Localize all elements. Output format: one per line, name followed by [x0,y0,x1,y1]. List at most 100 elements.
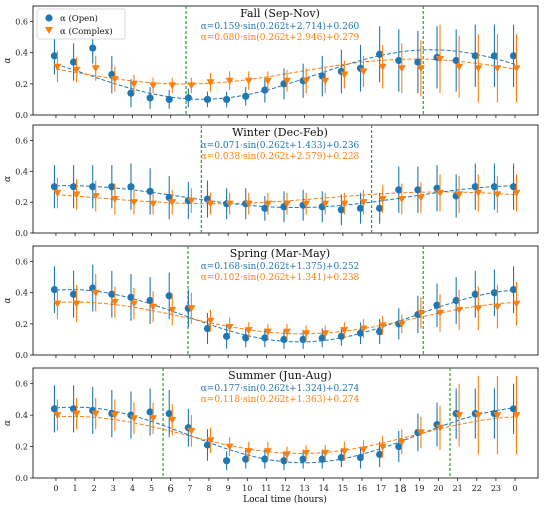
data-point-complex [378,63,387,71]
data-point-complex [72,191,81,199]
legend-label-open: α (Open) [60,13,98,24]
data-point-complex [72,410,81,418]
x-tick-label: 20 [433,484,443,493]
data-point-open [318,334,326,342]
data-point-open [280,457,288,465]
data-point-open [471,52,479,60]
x-tick-label: 13 [300,484,310,493]
y-axis-label: α [3,420,13,426]
data-point-open [203,95,212,104]
y-tick-label: 0.2 [15,443,28,452]
data-point-complex [436,55,445,63]
panel-title: Spring (Mar-May) [230,247,330,260]
data-point-complex [72,66,81,74]
legend-box [36,8,126,40]
data-point-complex [416,429,425,437]
data-point-open [490,289,499,297]
data-point-complex [397,196,406,204]
data-point-complex [359,199,368,207]
data-point-complex [168,416,177,424]
data-point-complex [474,305,483,313]
data-point-open [452,296,460,305]
data-point-complex [493,412,502,420]
data-point-open [356,453,365,462]
equation-open: α=0.159·sin(0.262t+2.714)+0.260 [201,21,360,32]
y-tick-label: 0.4 [15,167,28,176]
data-point-open [376,328,384,336]
data-point-complex [187,82,196,90]
data-point-complex [416,309,425,317]
y-tick-label: 0.6 [15,18,28,27]
data-point-complex [378,443,387,451]
data-point-open [509,183,518,191]
data-point-complex [206,317,215,325]
data-point-complex [340,71,349,79]
data-point-complex [53,412,62,420]
x-tick-label: 23 [491,484,501,493]
data-point-complex [168,82,177,90]
data-point-complex [455,191,464,199]
x-tick-label: 19 [414,484,424,493]
panel-title: Summer (Jun-Aug) [228,369,332,382]
data-point-open [89,44,97,52]
data-point-open [223,332,231,340]
data-point-open [223,457,231,465]
fit-curve-open [55,289,516,343]
y-tick-label: 0.0 [15,111,28,120]
data-point-open [50,183,59,191]
data-point-open [242,455,250,463]
data-point-complex [493,303,502,311]
data-point-open [261,455,269,463]
data-point-complex [455,63,464,71]
x-axis-label: Local time (hours) [243,494,327,505]
x-tick-label: 1 [73,484,78,493]
data-point-complex [263,200,272,208]
data-point-complex [340,448,349,456]
x-tick-label: 12 [280,484,290,493]
data-point-open [280,335,288,344]
x-tick-label: 18 [394,484,407,495]
data-point-complex [474,412,483,420]
data-point-open [261,86,269,94]
x-tick-label: 15 [338,484,348,493]
series-open [50,24,518,109]
x-tick-label: 2 [92,484,97,493]
data-point-complex [416,65,425,73]
data-point-complex [474,65,483,73]
data-point-complex [340,327,349,335]
data-point-complex [91,65,100,73]
x-tick-label: 0 [53,484,58,493]
data-point-complex [53,63,62,71]
data-point-open [376,204,384,212]
data-point-open [127,89,135,97]
data-point-open [69,58,78,66]
data-point-complex [168,199,177,207]
data-point-complex [225,323,234,331]
series-complex [53,174,521,215]
x-tick-label: 0 [512,484,517,493]
fit-curve-complex [55,415,516,454]
data-point-complex [283,200,291,208]
data-point-complex [321,200,330,208]
data-point-open [50,286,59,294]
data-point-complex [302,77,311,85]
data-point-complex [283,451,291,459]
data-point-complex [436,424,445,432]
equation-open: α=0.177·sin(0.262t+1.324)+0.274 [201,383,360,394]
x-tick-label: 3 [111,484,116,493]
data-point-complex [416,194,425,202]
data-point-complex [302,449,311,457]
series-open [50,163,518,226]
data-point-open [89,183,97,191]
data-point-open [165,292,173,300]
x-tick-label: 17 [376,484,386,493]
data-point-complex [263,77,272,85]
data-point-open [146,187,154,195]
data-point-complex [149,82,158,90]
data-point-complex [493,65,502,73]
data-point-complex [149,303,158,311]
y-tick-label: 0.4 [15,49,28,58]
y-tick-label: 0.0 [15,229,28,238]
data-point-complex [110,196,119,204]
data-point-complex [110,76,119,84]
